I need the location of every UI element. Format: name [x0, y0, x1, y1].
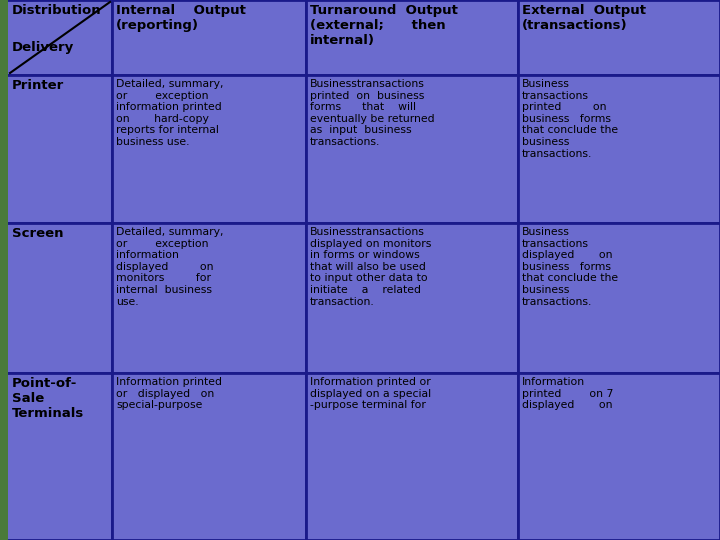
Text: Internal    Output
(reporting): Internal Output (reporting) [116, 4, 246, 32]
Bar [306, 373, 518, 540]
Bar [518, 75, 720, 223]
Bar [0, 373, 112, 540]
Text: Information printed
or   displayed   on
special-purpose: Information printed or displayed on spec… [116, 377, 222, 410]
Bar [306, 223, 518, 373]
Text: External  Output
(transactions): External Output (transactions) [522, 4, 646, 32]
Text: Delivery: Delivery [12, 41, 74, 54]
Bar [306, 75, 518, 223]
Bar [112, 75, 306, 223]
Text: Business
transactions
displayed       on
business   forms
that conclude the
busi: Business transactions displayed on busin… [522, 227, 618, 307]
Text: Businesstransactions
printed  on  business
forms      that    will
eventually be: Businesstransactions printed on business… [310, 79, 435, 147]
Bar [0, 75, 112, 223]
Text: Distribution: Distribution [12, 4, 102, 17]
Text: Information printed or
displayed on a special
-purpose terminal for: Information printed or displayed on a sp… [310, 377, 431, 410]
Bar [112, 223, 306, 373]
Text: Detailed, summary,
or        exception
information
displayed         on
monitors: Detailed, summary, or exception informat… [116, 227, 223, 307]
Bar [518, 0, 720, 75]
Bar [0, 0, 8, 540]
Text: Businesstransactions
displayed on monitors
in forms or windows
that will also be: Businesstransactions displayed on monito… [310, 227, 431, 307]
Bar [112, 373, 306, 540]
Text: Point-of-
Sale
Terminals: Point-of- Sale Terminals [12, 377, 84, 420]
Text: Business
transactions
printed         on
business   forms
that conclude the
busi: Business transactions printed on busines… [522, 79, 618, 159]
Bar [112, 0, 306, 75]
Text: Information
printed        on 7
displayed       on: Information printed on 7 displayed on [522, 377, 613, 410]
Bar [518, 223, 720, 373]
Bar [0, 0, 112, 75]
Bar [306, 0, 518, 75]
Text: Turnaround  Output
(external;      then
internal): Turnaround Output (external; then intern… [310, 4, 458, 47]
Bar [518, 373, 720, 540]
Text: Detailed, summary,
or        exception
information printed
on       hard-copy
re: Detailed, summary, or exception informat… [116, 79, 223, 147]
Text: Printer: Printer [12, 79, 64, 92]
Bar [0, 223, 112, 373]
Text: Screen: Screen [12, 227, 63, 240]
